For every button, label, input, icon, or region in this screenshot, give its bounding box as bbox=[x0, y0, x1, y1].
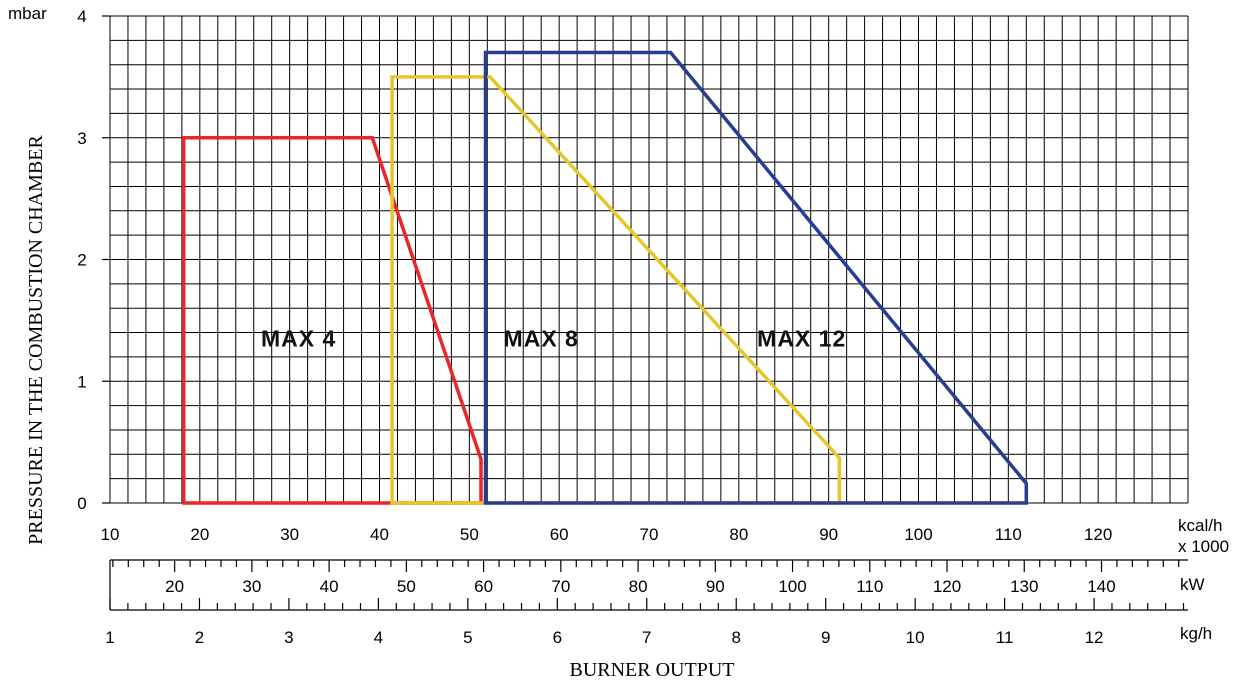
kw-unit-label: kW bbox=[1180, 575, 1205, 594]
kcal-tick-label: 10 bbox=[101, 525, 120, 544]
plot-grid bbox=[109, 15, 1189, 504]
kw-tick-label: 40 bbox=[320, 577, 339, 596]
series-label-max-12: MAX 12 bbox=[757, 326, 846, 352]
kgh-tick-label: 9 bbox=[821, 628, 830, 647]
y-tick-label: 4 bbox=[77, 7, 86, 26]
y-unit-label: mbar bbox=[8, 4, 47, 23]
y-tick-label: 2 bbox=[77, 251, 86, 270]
kw-tick-label: 90 bbox=[706, 577, 725, 596]
series-label-max-8: MAX 8 bbox=[504, 326, 579, 352]
kgh-tick-label: 7 bbox=[642, 628, 651, 647]
kw-tick-label: 60 bbox=[474, 577, 493, 596]
kcal-tick-label: 90 bbox=[819, 525, 838, 544]
kgh-tick-label: 3 bbox=[284, 628, 293, 647]
kcal-tick-label: 50 bbox=[460, 525, 479, 544]
kw-tick-label: 120 bbox=[933, 577, 961, 596]
kcal-tick-label: 20 bbox=[190, 525, 209, 544]
x-axis-title: BURNER OUTPUT bbox=[569, 659, 734, 681]
y-tick-label: 1 bbox=[77, 372, 86, 391]
kw-tick-label: 20 bbox=[165, 577, 184, 596]
kgh-tick-label: 4 bbox=[374, 628, 383, 647]
kcal-tick-label: 100 bbox=[904, 525, 932, 544]
kgh-tick-label: 11 bbox=[996, 628, 1014, 647]
y-axis-title: PRESSURE IN THE COMBUSTION CHAMBER bbox=[25, 134, 47, 544]
x-axis-kgh: 1 2 3 4 5 6 7 8 9 10 11 12 bbox=[105, 598, 1188, 647]
kcal-tick-label: 40 bbox=[370, 525, 389, 544]
kw-tick-label: 130 bbox=[1010, 577, 1038, 596]
kw-tick-label: 110 bbox=[856, 577, 883, 596]
kw-tick-label: 100 bbox=[778, 577, 806, 596]
series-labels: MAX 4 MAX 8 MAX 12 bbox=[261, 326, 846, 352]
series-max-12-outline bbox=[483, 50, 1029, 505]
kgh-tick-label: 5 bbox=[463, 628, 472, 647]
kgh-tick-label: 8 bbox=[731, 628, 740, 647]
series-max-4-outline bbox=[181, 136, 483, 505]
kcal-unit-label: kcal/h bbox=[1178, 516, 1222, 535]
kw-tick-label: 80 bbox=[629, 577, 648, 596]
kcal-unit-multiplier: x 1000 bbox=[1178, 537, 1229, 556]
kgh-tick-label: 2 bbox=[195, 628, 204, 647]
y-axis: 0 1 2 3 4 bbox=[77, 7, 110, 513]
kgh-tick-label: 1 bbox=[105, 628, 114, 647]
kw-tick-label: 50 bbox=[397, 577, 416, 596]
kcal-tick-label: 60 bbox=[550, 525, 569, 544]
kgh-unit-label: kg/h bbox=[1180, 624, 1212, 643]
series-layer bbox=[181, 50, 1029, 505]
kcal-tick-label: 80 bbox=[729, 525, 748, 544]
series-max-8-outline bbox=[390, 75, 842, 505]
kcal-tick-label: 120 bbox=[1084, 525, 1112, 544]
y-tick-label: 3 bbox=[77, 129, 86, 148]
kw-tick-label: 70 bbox=[551, 577, 570, 596]
kgh-tick-label: 10 bbox=[906, 628, 925, 647]
x-axis-kcal: 10 20 30 40 50 60 70 80 90 100 110 120 bbox=[101, 525, 1113, 544]
kw-tick-label: 30 bbox=[242, 577, 261, 596]
kw-tick-label: 140 bbox=[1087, 577, 1115, 596]
kcal-tick-label: 70 bbox=[640, 525, 659, 544]
kgh-tick-label: 12 bbox=[1085, 628, 1104, 647]
series-label-max-4: MAX 4 bbox=[261, 326, 336, 352]
kcal-tick-label: 30 bbox=[280, 525, 299, 544]
x-axis-kw: 20 30 40 50 60 70 80 90 100 110 120 130 140 bbox=[109, 559, 1188, 610]
kgh-tick-label: 6 bbox=[553, 628, 562, 647]
kcal-tick-label: 110 bbox=[995, 525, 1022, 544]
y-tick-label: 0 bbox=[77, 494, 86, 513]
